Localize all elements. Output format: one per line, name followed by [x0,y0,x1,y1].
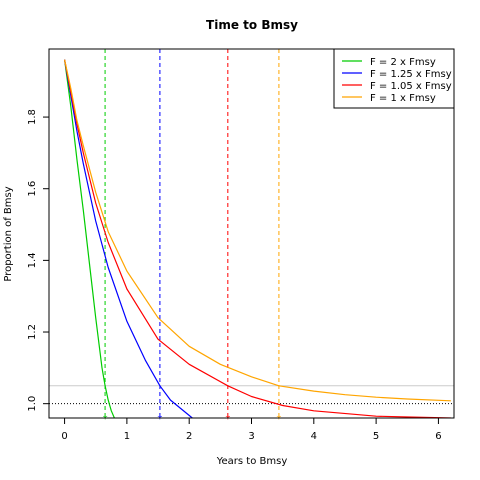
y-tick-label: 1.0 [27,396,38,412]
series-lines [64,59,451,418]
x-tick-label: 2 [186,431,192,442]
y-tick-label: 1.8 [27,109,38,125]
series-line [64,59,451,418]
legend-label: F = 1.05 x Fmsy [370,81,452,92]
y-axis-label: Proportion of Bmsy [3,186,14,281]
x-axis: 0 1 2 3 4 5 6 [61,417,442,442]
x-tick-label: 0 [61,431,67,442]
x-tick-label: 4 [311,431,317,442]
time-markers: * * * * [103,414,282,425]
y-tick-label: 1.6 [27,181,38,197]
legend-label: F = 1 x Fmsy [370,93,436,104]
series-line [64,59,451,402]
series-line [64,59,193,418]
legend-box [333,48,455,109]
time-marker-star: * [225,414,230,425]
y-tick-label: 1.4 [27,252,38,268]
legend-label: F = 1.25 x Fmsy [370,69,452,80]
time-marker-star: * [157,414,162,425]
x-tick-label: 1 [124,431,130,442]
legend-label: F = 2 x Fmsy [370,57,436,68]
x-tick-label: 6 [435,431,441,442]
time-marker-star: * [103,414,108,425]
y-axis: 1.0 1.2 1.4 1.6 1.8 [27,109,50,412]
x-tick-label: 3 [248,431,254,442]
x-tick-label: 5 [373,431,379,442]
x-axis-label: Years to Bmsy [216,456,288,467]
time-marker-star: * [276,414,281,425]
y-tick-label: 1.2 [27,324,38,340]
series-line [64,59,115,418]
chart-title: Time to Bmsy [206,18,298,32]
